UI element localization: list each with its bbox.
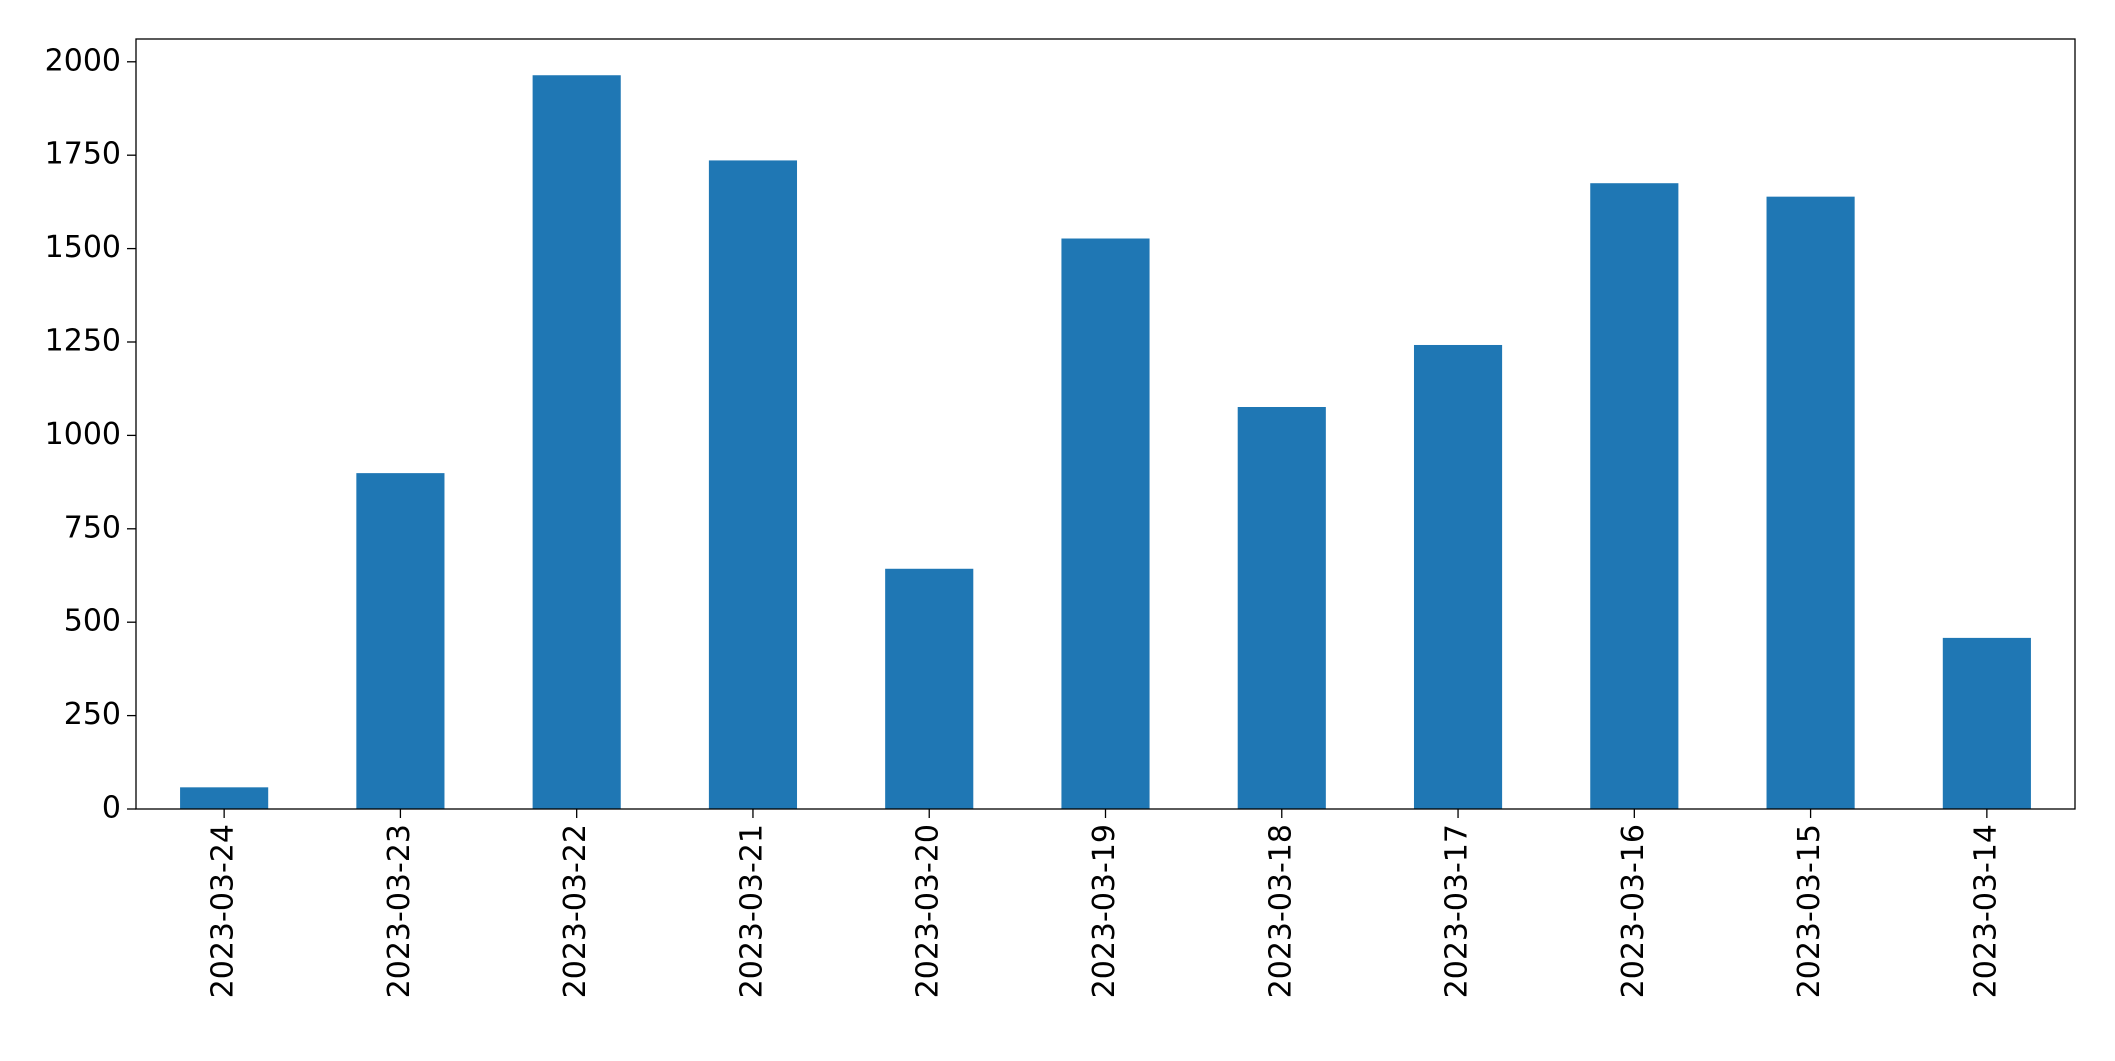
bar (708, 160, 798, 810)
bar (532, 75, 621, 810)
bar (1766, 196, 1855, 810)
y-tick-label: 250 (64, 697, 121, 732)
x-tick-label: 2023-03-15 (1792, 824, 1827, 998)
y-tick-label: 1750 (45, 137, 121, 172)
plot-frame (135, 38, 2076, 810)
bar (885, 568, 974, 809)
x-tick-label: 2023-03-23 (382, 824, 417, 998)
x-tick-label: 2023-03-22 (558, 824, 593, 998)
x-tick-label: 2023-03-17 (1440, 824, 1475, 998)
y-tick-label: 1500 (45, 230, 121, 265)
bar (1942, 637, 2031, 809)
x-tick-label: 2023-03-24 (206, 824, 241, 998)
bar (1237, 407, 1326, 809)
x-tick-label: 2023-03-16 (1616, 824, 1651, 998)
bar (1590, 183, 1679, 809)
y-tick-label: 2000 (45, 43, 121, 78)
bar (356, 473, 445, 809)
x-tick-label: 2023-03-19 (1087, 824, 1122, 998)
x-tick-label: 2023-03-21 (734, 824, 769, 998)
y-tick-label: 1000 (45, 417, 121, 452)
y-tick-label: 750 (64, 510, 121, 545)
y-tick-label: 1250 (45, 323, 121, 358)
x-tick-label: 2023-03-14 (1968, 824, 2003, 998)
x-tick-label: 2023-03-20 (911, 824, 946, 998)
bar (180, 787, 269, 809)
x-tick-label: 2023-03-18 (1263, 824, 1298, 998)
bar (1061, 238, 1150, 809)
y-tick-label: 500 (64, 604, 121, 639)
y-tick-label: 0 (102, 791, 121, 826)
bar (1413, 344, 1503, 809)
